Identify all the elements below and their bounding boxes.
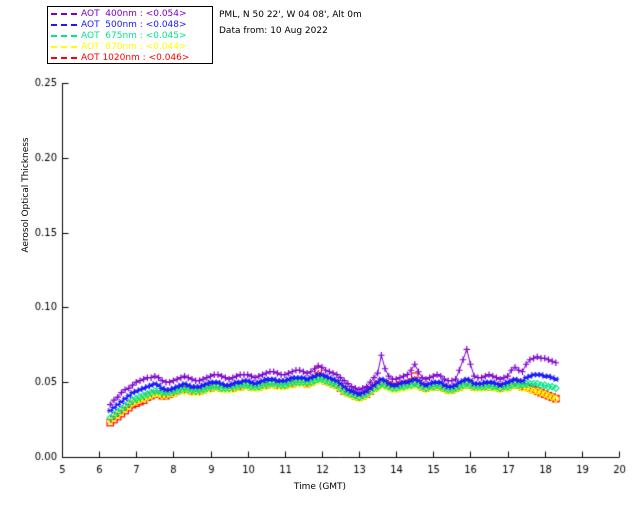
legend-label-675nm: AOT 675nm : <0.045> xyxy=(81,30,187,41)
legend-swatch-675nm xyxy=(51,35,77,37)
legend-item-400nm: AOT 400nm : <0.054> xyxy=(51,9,209,19)
legend: AOT 400nm : <0.054> AOT 500nm : <0.048> AO… xyxy=(47,6,213,64)
title-block: PML, N 50 22', W 04 08', Alt 0m Data fro… xyxy=(219,7,479,39)
legend-label-870nm: AOT 870nm : <0.044> xyxy=(81,41,187,52)
site-title: PML, N 50 22', W 04 08', Alt 0m xyxy=(219,10,362,20)
legend-item-870nm: AOT 870nm : <0.044> xyxy=(51,42,209,52)
legend-label-500nm: AOT 500nm : <0.048> xyxy=(81,19,187,30)
legend-swatch-870nm xyxy=(51,46,77,48)
legend-swatch-1020nm xyxy=(51,57,77,59)
date-subtitle: Data from: 10 Aug 2022 xyxy=(219,26,328,36)
legend-swatch-500nm xyxy=(51,24,77,26)
legend-label-400nm: AOT 400nm : <0.054> xyxy=(81,8,187,19)
legend-item-675nm: AOT 675nm : <0.045> xyxy=(51,31,209,41)
y-axis-label: Aerosol Optical Thickness xyxy=(21,137,31,253)
legend-swatch-400nm xyxy=(51,13,77,15)
legend-item-500nm: AOT 500nm : <0.048> xyxy=(51,20,209,30)
x-axis-label: Time (GMT) xyxy=(293,482,347,492)
legend-label-1020nm: AOT 1020nm : <0.046> xyxy=(81,52,190,63)
legend-item-1020nm: AOT 1020nm : <0.046> xyxy=(51,53,209,63)
